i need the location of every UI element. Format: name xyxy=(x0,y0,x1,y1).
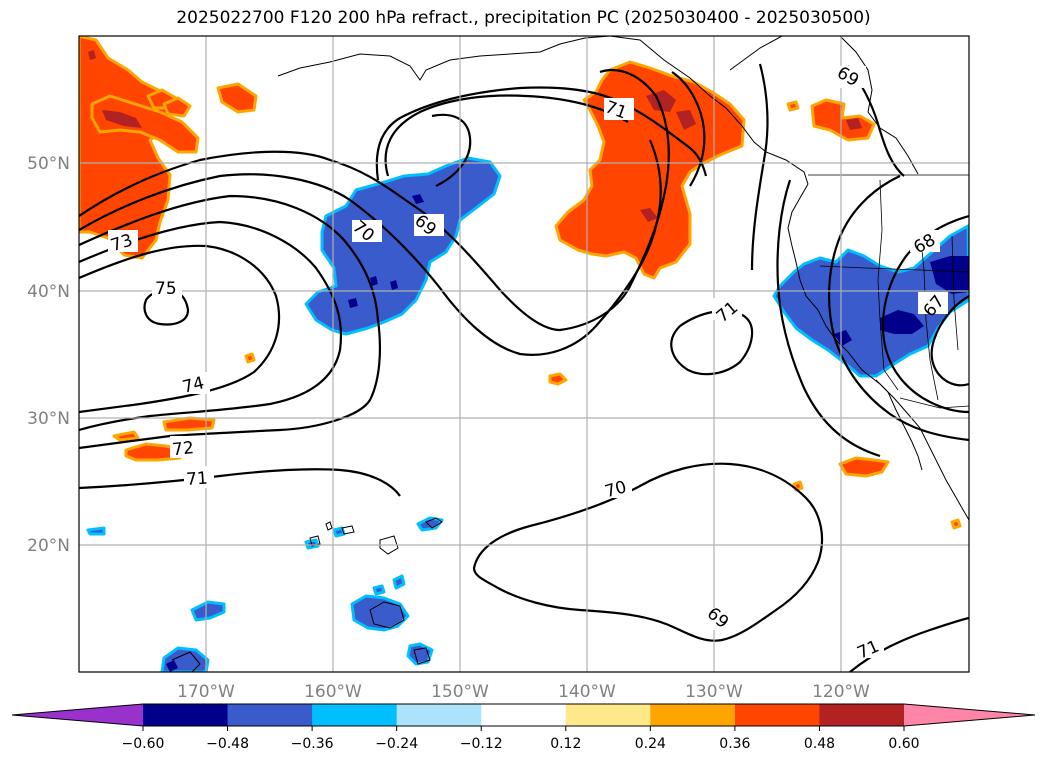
colorbar-extend-low xyxy=(12,704,143,726)
colorbar-segment xyxy=(650,704,736,726)
borders xyxy=(808,174,969,409)
colorbar-tick-label: 0.48 xyxy=(804,736,835,752)
colorbar-tick-label: 0.12 xyxy=(550,736,581,752)
colorbar-segment xyxy=(481,704,567,726)
colorbar-segment xyxy=(396,704,482,726)
lat-label: 40°N xyxy=(27,282,70,302)
contour-label: 72 xyxy=(171,438,195,460)
lon-label: 150°W xyxy=(431,682,489,702)
coastlines xyxy=(171,36,969,672)
colorbar-tick-label: −0.48 xyxy=(206,736,249,752)
lon-label: 130°W xyxy=(685,682,743,702)
contour-label: 71 xyxy=(186,468,209,489)
longitude-labels: 170°W 160°W 150°W 140°W 130°W 120°W xyxy=(177,682,870,702)
positive-core-regions xyxy=(88,50,862,222)
positive-anomaly-regions xyxy=(79,36,962,530)
negative-core-regions xyxy=(166,194,969,672)
colorbar-segment xyxy=(312,704,398,726)
graticule xyxy=(79,36,969,672)
lat-label: 20°N xyxy=(27,536,70,556)
colorbar-segment xyxy=(565,704,651,726)
lon-label: 170°W xyxy=(177,682,235,702)
colorbar-tick-label: 0.36 xyxy=(719,736,750,752)
colorbar-extend-high xyxy=(904,704,1035,726)
map-frame xyxy=(78,35,970,673)
lon-label: 140°W xyxy=(558,682,616,702)
lat-label: 50°N xyxy=(27,154,70,174)
lat-label: 30°N xyxy=(27,409,70,429)
colorbar-segment xyxy=(734,704,820,726)
latitude-labels: 50°N 40°N 30°N 20°N xyxy=(27,154,70,556)
colorbar-tick-label: −0.12 xyxy=(460,736,503,752)
colorbar-tick-label: −0.60 xyxy=(122,736,165,752)
map-title: 2025022700 F120 200 hPa refract., precip… xyxy=(176,8,871,28)
colorbar-segment xyxy=(143,704,229,726)
colorbar-tick-label: −0.24 xyxy=(375,736,418,752)
lon-label: 120°W xyxy=(812,682,870,702)
colorbar: −0.60 −0.48 −0.36 −0.24 −0.12 0.12 0.24 0.36 0.4… xyxy=(11,703,1036,752)
colorbar-tick-label: 0.24 xyxy=(635,736,666,752)
colorbar-tick-label: 0.60 xyxy=(888,736,919,752)
lon-label: 160°W xyxy=(304,682,362,702)
contour-label: 75 xyxy=(155,279,177,299)
colorbar-segment xyxy=(819,704,905,726)
colorbar-segment xyxy=(227,704,313,726)
refractivity-contours xyxy=(79,63,969,672)
colorbar-tick-label: −0.36 xyxy=(291,736,334,752)
